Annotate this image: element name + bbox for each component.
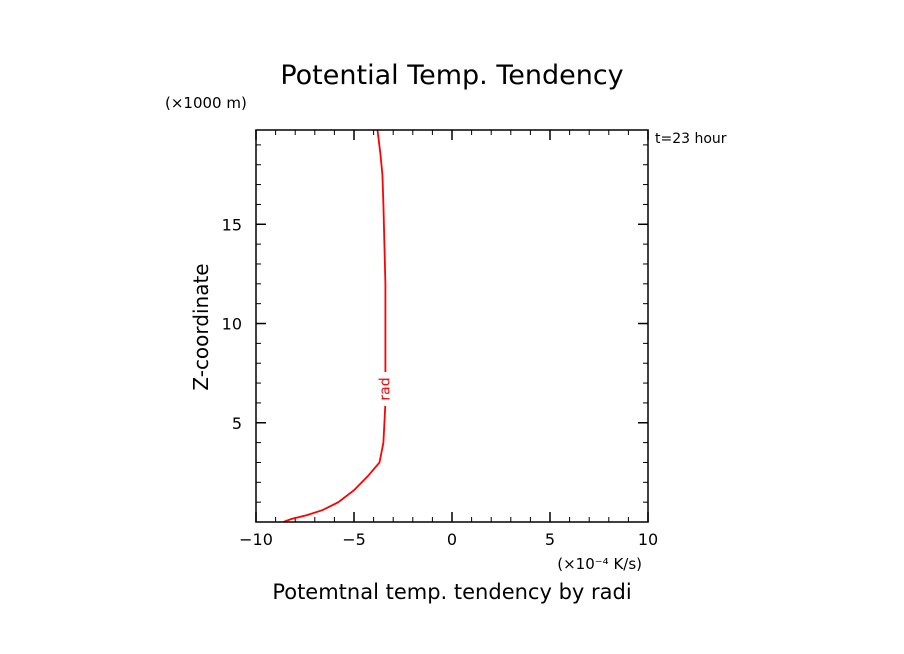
y-tick-label: 15: [222, 215, 242, 234]
series-layer: rad: [283, 130, 393, 522]
series-label-bg: [378, 372, 393, 407]
time-label: t=23 hour: [655, 131, 727, 147]
y-unit-label: (×1000 m): [165, 94, 247, 112]
x-unit-label: (×10⁻⁴ K/s): [557, 555, 642, 573]
x-tick-label: −10: [239, 530, 273, 549]
x-tick-label: 10: [638, 530, 658, 549]
y-axis-label: Z-coordinate: [189, 263, 213, 390]
x-tick-label: 0: [447, 530, 457, 549]
x-axis-label: Potemtnal temp. tendency by radi: [272, 580, 631, 604]
x-tick-label: −5: [342, 530, 366, 549]
chart-title: Potential Temp. Tendency: [280, 60, 623, 91]
plot-frame: [255, 129, 649, 523]
x-tick-label: 5: [545, 530, 555, 549]
series-label-rad: rad: [377, 377, 393, 400]
y-tick-label: 5: [232, 414, 242, 433]
series-line-rad: [283, 130, 387, 522]
y-tick-label: 10: [222, 315, 242, 334]
axis-ticks: [255, 130, 649, 522]
tick-labels: −10 −5 0 5 10 5 10 15: [222, 215, 659, 549]
